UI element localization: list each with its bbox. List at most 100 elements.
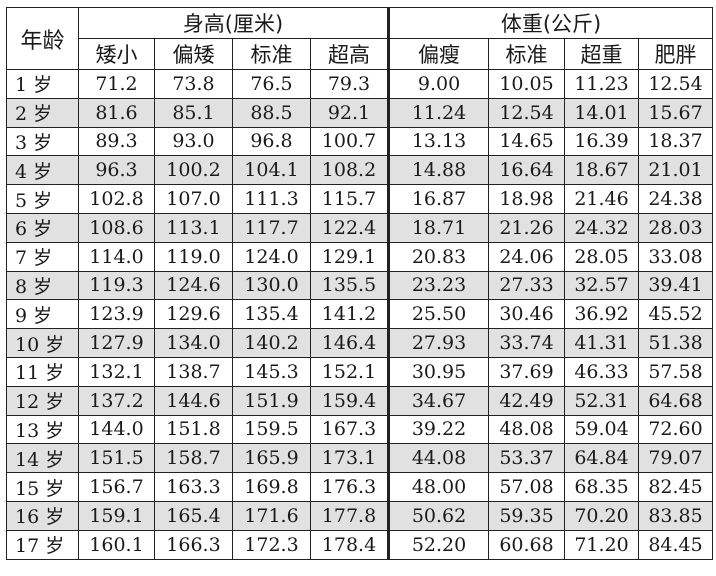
weight-cell: 9.00 [387,69,490,99]
weight-cell: 28.03 [638,212,714,243]
height-cell: 141.2 [309,299,390,330]
height-cell: 129.6 [154,299,233,330]
age-cell: 10 岁 [6,328,79,358]
height-cell: 115.7 [309,184,390,214]
height-cell: 158.7 [154,443,233,474]
age-number: 13 [15,419,40,442]
weight-cell: 16.64 [488,155,566,186]
table-row: 7 岁 114.0 119.0 124.0 129.1 20.83 24.06 28.05 33… [6,241,714,272]
weight-cell: 16.87 [387,184,490,214]
weight-cell: 36.92 [564,299,640,330]
age-unit: 岁 [33,103,53,126]
weight-cell: 72.60 [638,414,714,445]
table-body: 1 岁 71.2 73.8 76.5 79.3 9.00 10.05 11.23 12.54 2 … [6,69,714,560]
height-cell: 88.5 [232,97,311,128]
height-cell: 159.4 [309,385,390,416]
height-col-header: 超高 [309,38,390,70]
weight-cell: 60.68 [488,529,566,560]
weight-cell: 20.83 [387,241,490,272]
table-row: 12 岁 137.2 144.6 151.9 159.4 34.67 42.49 52.31 6… [6,385,714,416]
growth-standard-table: 年龄 身高(厘米) 体重(公斤) 矮小 偏矮 标准 超高 偏瘦 标准 超重 肥胖… [6,7,714,560]
weight-cell: 10.05 [488,69,566,99]
weight-cell: 46.33 [564,356,640,387]
height-cell: 113.1 [154,212,233,243]
height-col-header: 标准 [232,38,311,70]
table-row: 4 岁 96.3 100.2 104.1 108.2 14.88 16.64 18.67 21.… [6,155,714,186]
age-unit: 岁 [45,477,65,500]
age-number: 12 [15,391,40,414]
age-unit: 岁 [33,189,53,212]
weight-cell: 41.31 [564,328,640,358]
age-unit: 岁 [33,304,53,327]
weight-cell: 34.67 [387,385,490,416]
age-unit: 岁 [33,247,53,270]
weight-col-header: 偏瘦 [387,38,490,70]
weight-cell: 33.74 [488,328,566,358]
height-cell: 111.3 [232,184,311,214]
age-cell: 4 岁 [6,155,79,186]
height-col-header: 矮小 [78,38,155,70]
age-cell: 17 岁 [6,529,79,560]
height-cell: 134.0 [154,328,233,358]
height-cell: 73.8 [154,69,233,99]
age-cell: 9 岁 [6,299,79,330]
height-cell: 119.0 [154,241,233,272]
weight-cell: 11.23 [564,69,640,99]
age-number: 3 [15,131,28,154]
weight-cell: 18.37 [638,126,714,157]
height-cell: 172.3 [232,529,311,560]
height-cell: 165.9 [232,443,311,474]
height-cell: 132.1 [78,356,155,387]
height-cell: 114.0 [78,241,155,272]
age-number: 11 [15,362,40,385]
weight-cell: 51.38 [638,328,714,358]
weight-cell: 12.54 [488,97,566,128]
weight-group-header: 体重(公斤) [387,7,714,39]
table-header: 年龄 身高(厘米) 体重(公斤) 矮小 偏矮 标准 超高 偏瘦 标准 超重 肥胖 [6,7,714,70]
table-row: 8 岁 119.3 124.6 130.0 135.5 23.23 27.33 32.57 39… [6,270,714,301]
height-cell: 138.7 [154,356,233,387]
table-row: 16 岁 159.1 165.4 171.6 177.8 50.62 59.35 70.20 8… [6,500,714,531]
weight-cell: 24.38 [638,184,714,214]
weight-cell: 24.32 [564,212,640,243]
height-cell: 135.5 [309,270,390,301]
height-cell: 96.3 [78,155,155,186]
weight-cell: 70.20 [564,500,640,531]
weight-cell: 57.08 [488,472,566,502]
weight-cell: 64.84 [564,443,640,474]
height-cell: 85.1 [154,97,233,128]
table-row: 9 岁 123.9 129.6 135.4 141.2 25.50 30.46 36.92 45… [6,299,714,330]
height-cell: 151.5 [78,443,155,474]
height-cell: 177.8 [309,500,390,531]
age-number: 5 [15,189,28,212]
weight-cell: 15.67 [638,97,714,128]
age-number: 16 [15,506,40,529]
height-cell: 169.8 [232,472,311,502]
age-unit: 岁 [45,419,65,442]
weight-cell: 18.67 [564,155,640,186]
age-cell: 11 岁 [6,356,79,387]
height-cell: 124.0 [232,241,311,272]
height-cell: 151.9 [232,385,311,416]
age-cell: 7 岁 [6,241,79,272]
height-cell: 145.3 [232,356,311,387]
age-unit: 岁 [45,333,65,356]
height-cell: 81.6 [78,97,155,128]
table-row: 5 岁 102.8 107.0 111.3 115.7 16.87 18.98 21.46 24… [6,184,714,214]
height-cell: 108.6 [78,212,155,243]
age-number: 6 [15,218,28,241]
weight-cell: 23.23 [387,270,490,301]
weight-cell: 21.26 [488,212,566,243]
height-cell: 127.9 [78,328,155,358]
age-unit: 岁 [33,131,53,154]
height-cell: 100.2 [154,155,233,186]
height-cell: 144.6 [154,385,233,416]
weight-cell: 50.62 [387,500,490,531]
weight-cell: 48.08 [488,414,566,445]
weight-cell: 24.06 [488,241,566,272]
age-cell: 2 岁 [6,97,79,128]
height-cell: 144.0 [78,414,155,445]
weight-cell: 30.46 [488,299,566,330]
height-cell: 100.7 [309,126,390,157]
